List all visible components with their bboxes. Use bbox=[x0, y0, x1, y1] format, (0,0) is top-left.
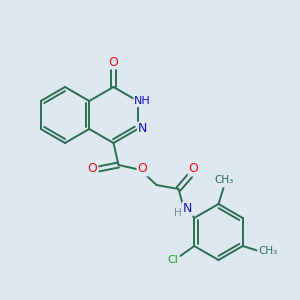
Text: O: O bbox=[138, 163, 147, 176]
Text: H: H bbox=[174, 208, 182, 218]
Text: O: O bbox=[189, 163, 198, 176]
Text: O: O bbox=[88, 163, 98, 176]
Text: O: O bbox=[109, 56, 118, 68]
Text: Cl: Cl bbox=[168, 255, 179, 265]
Text: N: N bbox=[183, 202, 192, 215]
Text: CH₃: CH₃ bbox=[258, 246, 278, 256]
Text: CH₃: CH₃ bbox=[215, 175, 234, 185]
Text: NH: NH bbox=[134, 96, 151, 106]
Text: N: N bbox=[138, 122, 147, 136]
